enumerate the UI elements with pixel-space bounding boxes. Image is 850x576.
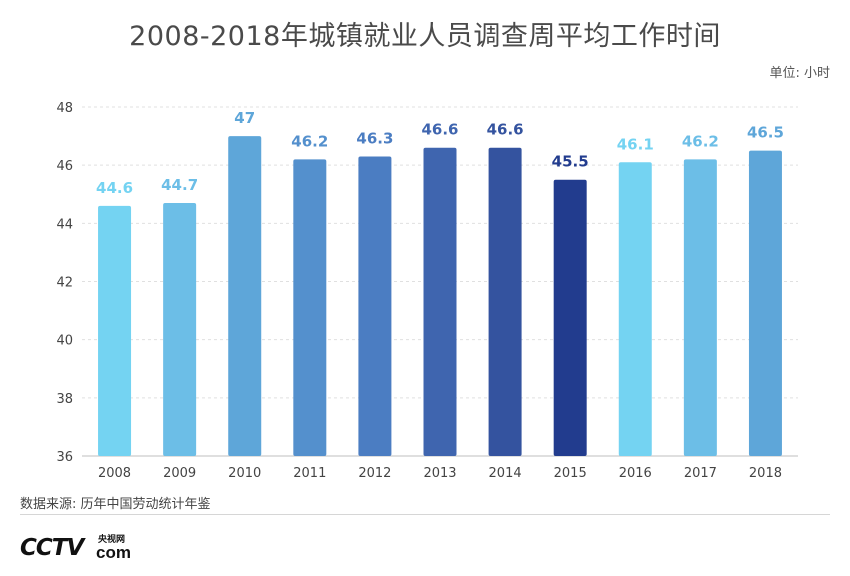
- y-tick-label: 44: [56, 217, 73, 232]
- logo-small-text: 央视网: [98, 535, 126, 545]
- y-tick-label: 36: [56, 450, 73, 465]
- bar-2008: [98, 205, 132, 456]
- y-axis-ticks: 36 38 40 42 44 46 48: [56, 101, 73, 465]
- value-label-2015: 45.5: [552, 153, 589, 171]
- x-tick-label-2008: 2008: [98, 466, 131, 481]
- y-tick-label: 42: [56, 276, 73, 291]
- x-tick-label-2009: 2009: [163, 466, 196, 481]
- bar-2009: [163, 202, 197, 456]
- chart-title: 2008-2018年城镇就业人员调查周平均工作时间: [129, 21, 721, 52]
- x-tick-label-2013: 2013: [423, 466, 456, 481]
- y-tick-label: 48: [56, 101, 73, 116]
- value-label-2014: 46.6: [487, 121, 524, 139]
- value-label-2009: 44.7: [161, 176, 198, 194]
- bar-2013: [423, 147, 457, 456]
- x-tick-label-2014: 2014: [489, 466, 522, 481]
- value-label-2013: 46.6: [421, 121, 458, 139]
- x-tick-label-2018: 2018: [749, 466, 782, 481]
- footer-divider: [20, 514, 830, 515]
- bar-2014: [488, 147, 522, 456]
- unit-label: 单位: 小时: [769, 66, 830, 81]
- value-label-2012: 46.3: [356, 129, 393, 147]
- x-tick-label-2012: 2012: [358, 466, 391, 481]
- value-label-2010: 47: [234, 109, 255, 127]
- bar-2017: [683, 159, 717, 456]
- data-source: 数据来源: 历年中国劳动统计年鉴: [20, 497, 211, 512]
- y-tick-label: 40: [56, 334, 73, 349]
- bar-2010: [228, 136, 262, 457]
- x-tick-label-2015: 2015: [554, 466, 587, 481]
- bars: [98, 136, 782, 457]
- y-tick-label: 46: [56, 159, 73, 174]
- value-label-2016: 46.1: [617, 135, 654, 153]
- bar-2016: [618, 162, 652, 456]
- value-label-2008: 44.6: [96, 179, 133, 197]
- cctv-logo: CCTV 央视网 com: [20, 532, 140, 568]
- bar-2012: [358, 156, 392, 457]
- value-label-2017: 46.2: [682, 132, 719, 150]
- x-tick-label-2017: 2017: [684, 466, 717, 481]
- value-label-2011: 46.2: [291, 132, 328, 150]
- y-tick-label: 38: [56, 392, 73, 407]
- x-tick-label-2011: 2011: [293, 466, 326, 481]
- value-label-2018: 46.5: [747, 124, 784, 142]
- logo-com-text: com: [96, 543, 131, 562]
- x-tick-label-2016: 2016: [619, 466, 652, 481]
- bar-2011: [293, 159, 327, 456]
- x-axis-ticks: 2008 2009 2010 2011 2012 2013 2014 2015 2016 2017…: [98, 466, 782, 481]
- bar-2018: [748, 150, 782, 456]
- value-labels: 44.6 44.7 47 46.2 46.3 46.6 46.6 45.5 46.1 46.2 46…: [96, 109, 784, 197]
- x-tick-label-2010: 2010: [228, 466, 261, 481]
- logo-main-text: CCTV: [20, 535, 84, 561]
- bar-2015: [553, 179, 587, 457]
- bar-chart: 36 38 40 42 44 46 48 44.6 44.7 47 46.2 46.3 46.6 46.…: [56, 101, 798, 481]
